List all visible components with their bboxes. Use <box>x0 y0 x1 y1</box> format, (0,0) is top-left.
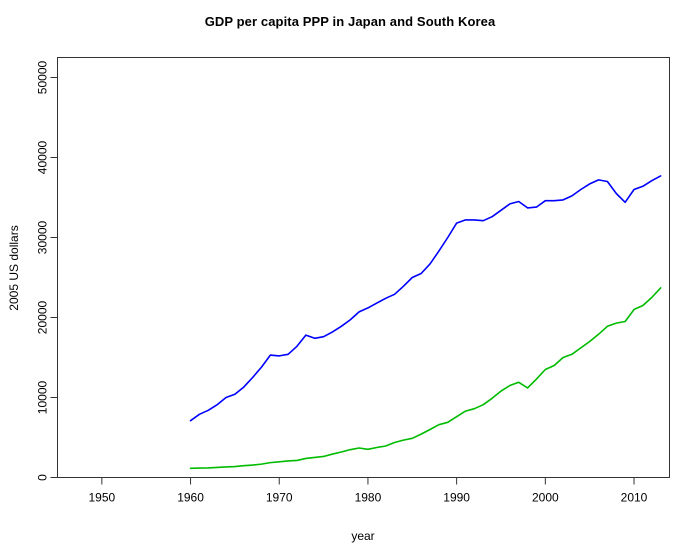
x-tick-label: 1970 <box>266 491 293 505</box>
x-axis: 1950 1960 1970 1980 1990 2000 2010 <box>88 477 648 505</box>
y-tick-label: 50000 <box>36 60 50 94</box>
series-line-south-korea <box>189 287 662 470</box>
x-tick-label: 1980 <box>355 491 382 505</box>
y-tick-label: 40000 <box>36 140 50 174</box>
plot-frame <box>57 57 670 478</box>
y-tick-label: 0 <box>36 474 50 481</box>
x-tick-label: 1950 <box>88 491 115 505</box>
x-tick-label: 2010 <box>621 491 648 505</box>
x-tick-label: 1990 <box>443 491 470 505</box>
y-tick-label: 30000 <box>36 220 50 254</box>
x-axis-title: year <box>351 529 374 543</box>
y-axis-title: 2005 US dollars <box>7 225 21 310</box>
x-tick-label: 2000 <box>532 491 559 505</box>
y-tick-label: 10000 <box>36 380 50 414</box>
y-axis: 0 10000 20000 30000 40000 50000 <box>36 60 58 481</box>
chart-title: GDP per capita PPP in Japan and South Ko… <box>204 14 496 29</box>
x-tick-label: 1960 <box>177 491 204 505</box>
y-tick-label: 20000 <box>36 300 50 334</box>
data-series-group <box>189 175 662 470</box>
series-line-japan <box>189 175 662 422</box>
